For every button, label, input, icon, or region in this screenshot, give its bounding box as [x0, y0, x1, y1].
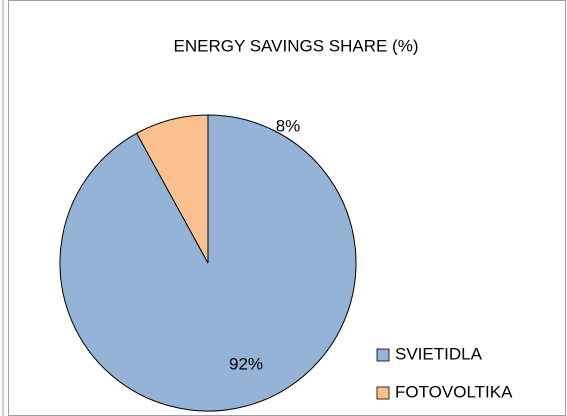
legend-swatch: [376, 386, 390, 400]
chart-title: ENERGY SAVINGS SHARE (%): [174, 36, 419, 55]
legend-label: SVIETIDLA: [395, 344, 483, 363]
pie-slice: [136, 114, 209, 264]
legend-swatch: [376, 348, 390, 362]
data-label: 8%: [276, 116, 301, 135]
data-label: 92%: [229, 354, 263, 373]
legend-label: FOTOVOLTIKA: [395, 382, 513, 401]
